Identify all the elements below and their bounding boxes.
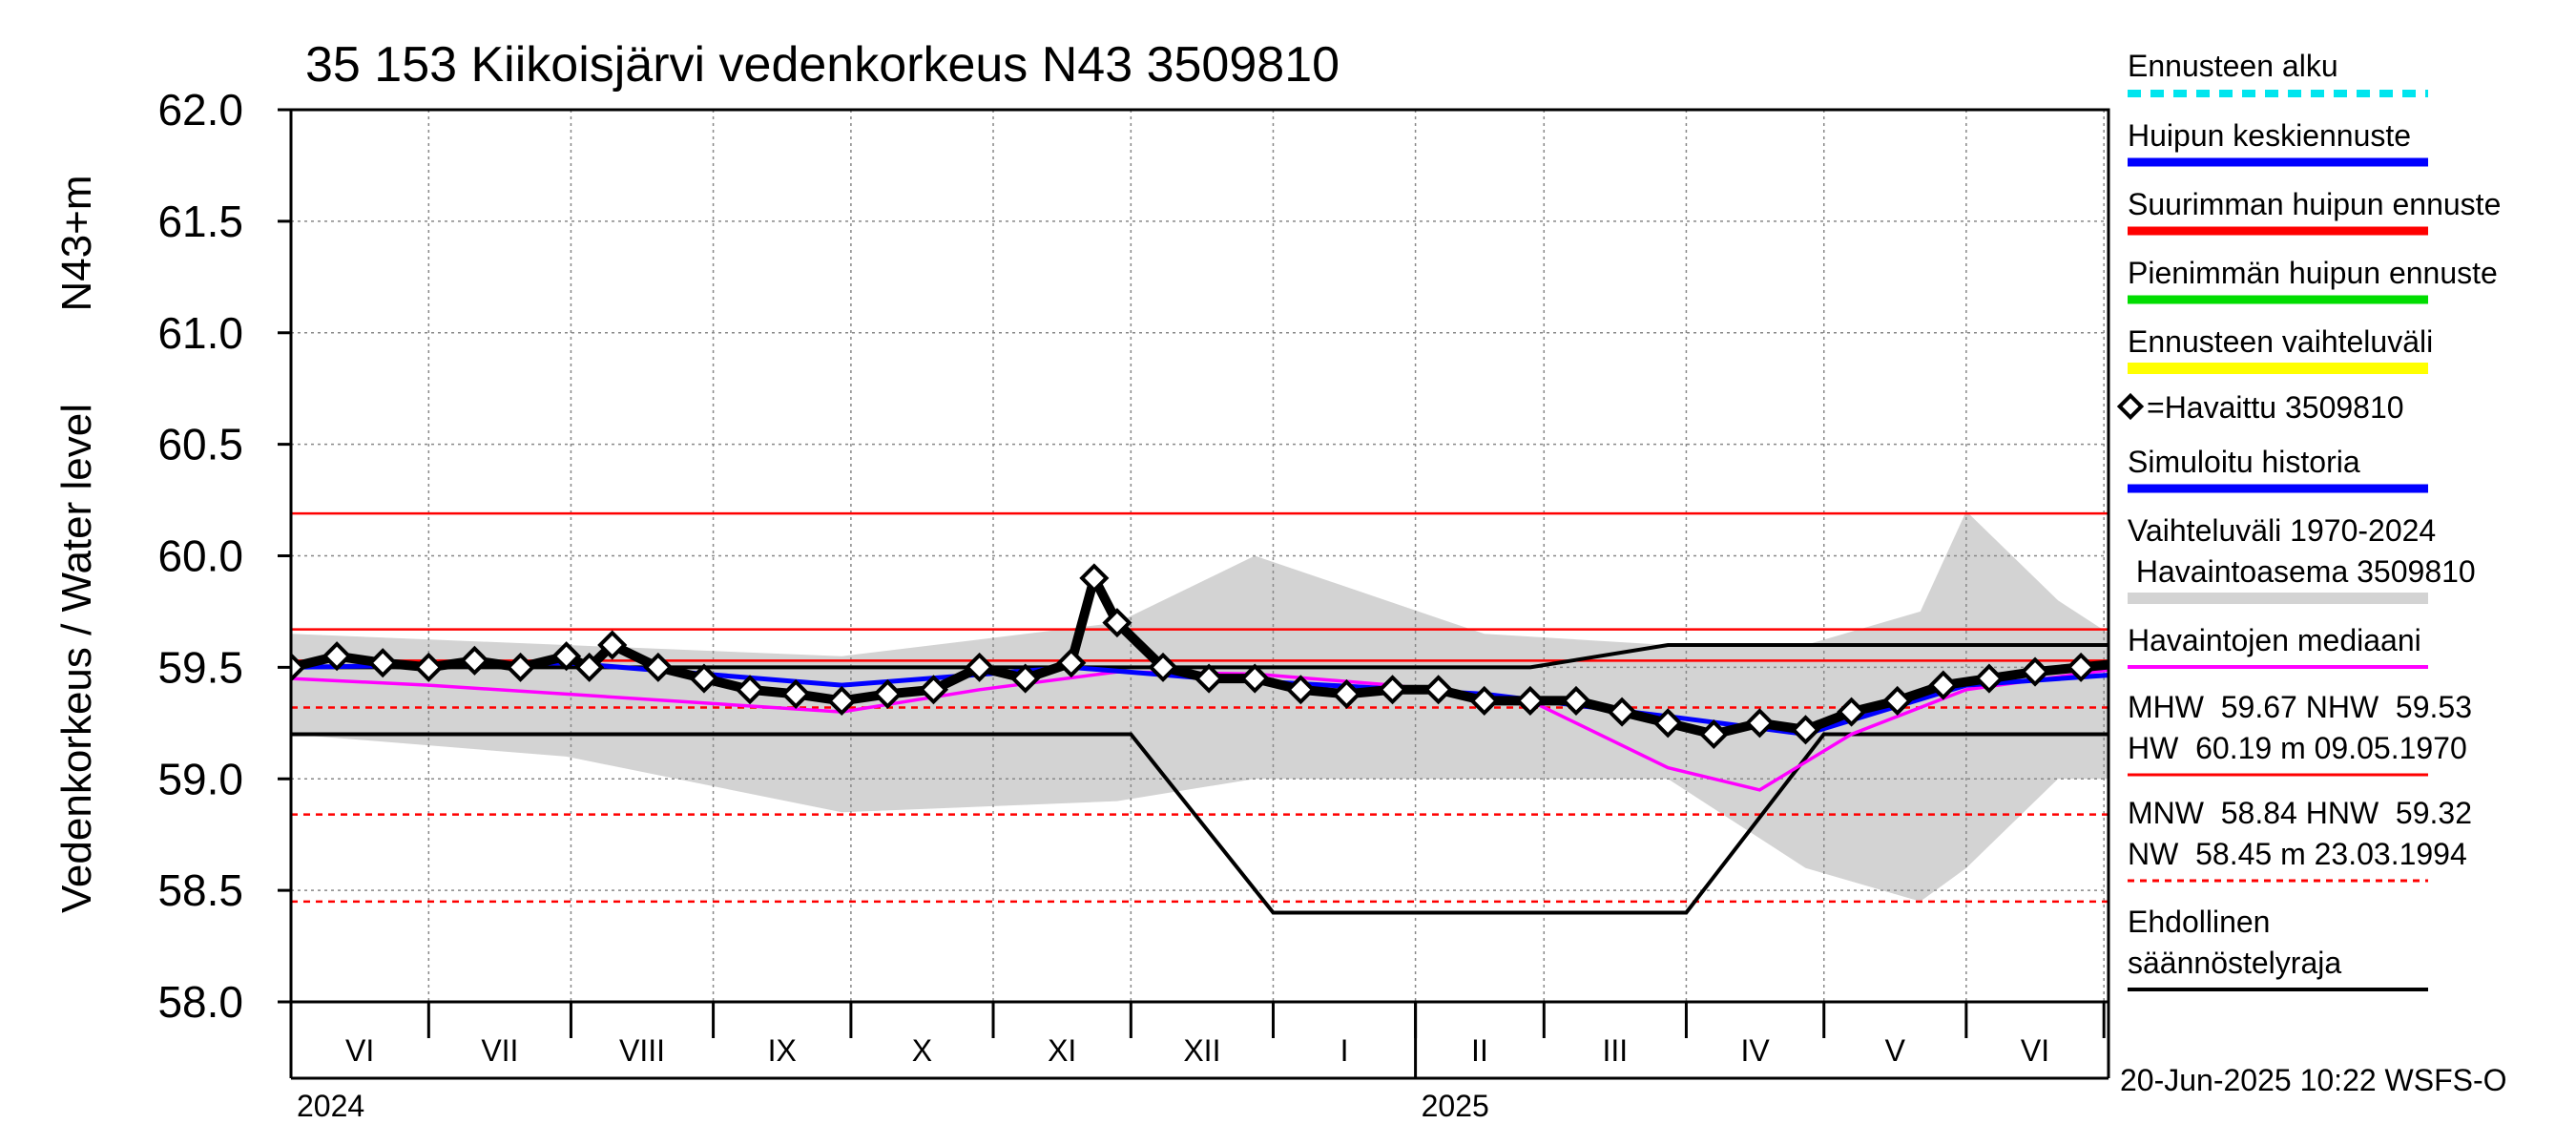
plot-area	[291, 110, 2109, 1002]
observed-point	[1974, 663, 2005, 694]
month-label: III	[1603, 1033, 1629, 1068]
month-label: VI	[345, 1033, 374, 1068]
y-tick-label: 59.0	[157, 754, 243, 803]
observed-point	[1469, 685, 1500, 716]
observed-point	[1515, 685, 1546, 716]
month-label: XII	[1183, 1033, 1220, 1068]
observed-point	[1882, 685, 1913, 716]
observed-point	[1652, 708, 1683, 739]
observed-point	[1698, 718, 1729, 750]
observed-point	[918, 675, 949, 705]
legend-simulated-label: Simuloitu historia	[2128, 445, 2360, 479]
month-label: X	[912, 1033, 932, 1068]
month-label: VI	[2021, 1033, 2049, 1068]
footer-timestamp: 20-Jun-2025 10:22 WSFS-O	[2120, 1063, 2507, 1097]
plot-content	[291, 110, 2109, 1002]
observed-point	[1194, 663, 1224, 694]
legend: Ennusteen alku Huipun keskiennuste Suuri…	[2116, 49, 2501, 991]
y-tick-label: 60.5	[157, 420, 243, 469]
legend-forecast-start-label: Ennusteen alku	[2128, 49, 2338, 83]
legend-regulation-label-1: Ehdollinen	[2128, 905, 2270, 939]
observed-point	[872, 678, 903, 709]
observed-point	[643, 652, 674, 682]
observed-point	[1331, 678, 1361, 709]
y-tick-label: 60.0	[157, 531, 243, 581]
observed-point	[413, 652, 444, 682]
observed-point	[1056, 648, 1087, 678]
observed-point	[322, 641, 352, 672]
observed-point	[965, 652, 995, 682]
month-label: I	[1340, 1033, 1349, 1068]
observed-point	[1102, 608, 1132, 638]
observed-point	[1790, 715, 1821, 745]
year-label: 2025	[1422, 1089, 1489, 1123]
observed-point	[780, 678, 811, 709]
legend-history-range-label-2: Havaintoasema 3509810	[2128, 554, 2476, 589]
observed-point	[1928, 670, 1959, 700]
legend-stats-line-3: MNW 58.84 HNW 59.32	[2128, 796, 2472, 830]
observed-point	[689, 663, 719, 694]
observed-point	[2066, 652, 2096, 682]
legend-regulation-label-2: säännöstelyraja	[2128, 946, 2341, 980]
month-label: VII	[481, 1033, 518, 1068]
chart-title: 35 153 Kiikoisjärvi vedenkorkeus N43 350…	[305, 37, 1340, 93]
y-axis-unit: N43+m	[53, 175, 100, 311]
observed-point	[1377, 675, 1408, 705]
observed-point	[735, 675, 765, 705]
observed-point	[1561, 685, 1591, 716]
observed-point	[2020, 656, 2050, 687]
month-label: V	[1885, 1033, 1906, 1068]
observed-point	[1239, 663, 1270, 694]
observed-point	[1423, 675, 1454, 705]
observed-point	[597, 630, 628, 660]
y-tick-label: 58.5	[157, 865, 243, 915]
legend-median-label: Havaintojen mediaani	[2128, 623, 2421, 657]
y-tick-label: 62.0	[157, 85, 243, 135]
observed-point	[367, 648, 398, 678]
y-tick-label: 61.5	[157, 197, 243, 246]
month-label: II	[1471, 1033, 1488, 1068]
legend-stats-line-4: NW 58.45 m 23.03.1994	[2128, 837, 2467, 871]
month-label: IX	[768, 1033, 797, 1068]
y-tick-label: 58.0	[157, 977, 243, 1027]
observed-point	[505, 652, 536, 682]
legend-observed-marker	[2116, 392, 2145, 421]
legend-history-range-label-1: Vaihteluväli 1970-2024	[2128, 513, 2436, 548]
observed-point	[551, 641, 582, 672]
observed-point	[826, 685, 857, 716]
observed-point	[1010, 663, 1041, 694]
observed-point	[1837, 697, 1867, 727]
observed-point	[574, 652, 605, 682]
observed-point	[1607, 697, 1637, 727]
month-label: IV	[1740, 1033, 1770, 1068]
observed-point	[459, 645, 489, 676]
month-label: XI	[1048, 1033, 1076, 1068]
y-tick-label: 61.0	[157, 308, 243, 358]
legend-stats-line-2: HW 60.19 m 09.05.1970	[2128, 731, 2467, 765]
observed-point	[1744, 708, 1775, 739]
legend-observed-label: =Havaittu 3509810	[2147, 390, 2404, 425]
observed-point	[291, 652, 306, 682]
legend-min-forecast-label: Pienimmän huipun ennuste	[2128, 256, 2498, 290]
y-tick-label: 59.5	[157, 642, 243, 692]
regulation-lower-line	[291, 732, 2109, 915]
observed-point	[1079, 563, 1110, 593]
legend-stats-line-1: MHW 59.67 NHW 59.53	[2128, 690, 2472, 724]
y-axis-label: Vedenkorkeus / Water level	[53, 404, 100, 913]
axes: 58.058.559.059.560.060.561.061.562.0VI VI…	[157, 85, 2110, 1123]
legend-forecast-range-label: Ennusteen vaihteluväli	[2128, 324, 2433, 359]
month-label: VIII	[619, 1033, 665, 1068]
regulation-upper-line	[291, 643, 2109, 670]
observed-point	[1148, 652, 1178, 682]
observed-point	[1285, 675, 1316, 705]
legend-mean-forecast-label: Huipun keskiennuste	[2128, 118, 2411, 153]
year-label: 2024	[297, 1089, 364, 1123]
legend-max-forecast-label: Suurimman huipun ennuste	[2128, 187, 2501, 221]
